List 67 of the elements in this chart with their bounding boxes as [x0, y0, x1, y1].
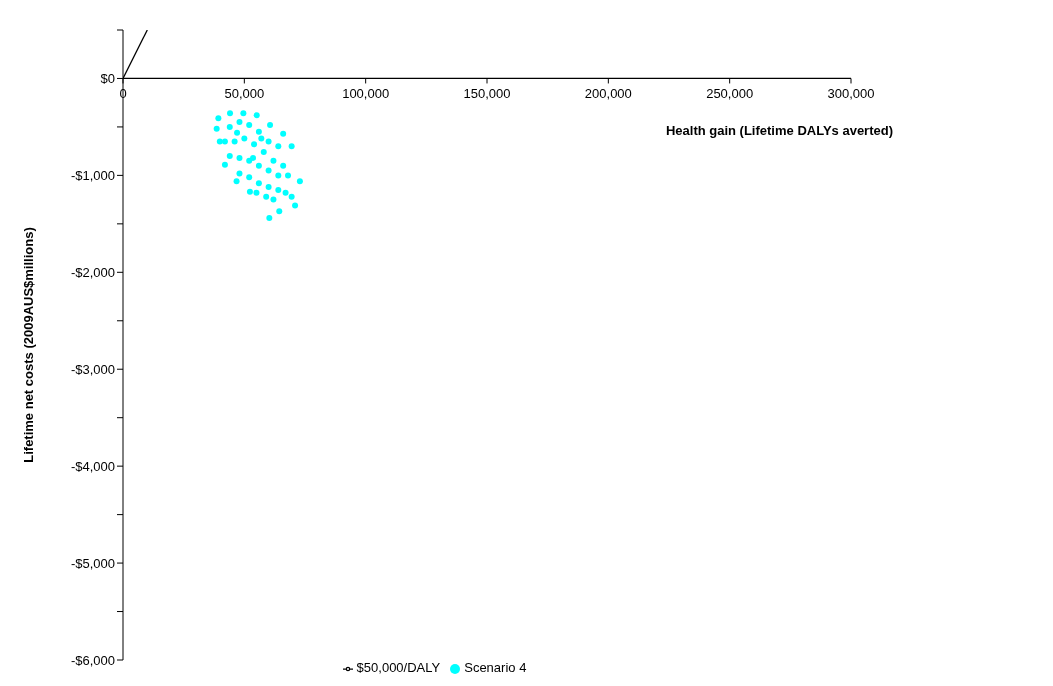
point	[246, 121, 253, 128]
point	[292, 202, 299, 209]
point	[255, 128, 262, 135]
point	[280, 162, 287, 169]
point	[215, 115, 222, 122]
legend-label: Scenario 4	[464, 660, 527, 675]
point	[221, 161, 228, 168]
x-tick-label: 250,000	[706, 86, 754, 102]
point	[246, 188, 253, 195]
point	[246, 174, 253, 181]
point	[231, 138, 238, 145]
y-tick-label: -$4,000	[70, 458, 115, 474]
point	[227, 110, 234, 117]
point	[240, 110, 247, 117]
point	[236, 119, 243, 126]
y-tick-label: -$6,000	[70, 652, 115, 668]
point	[275, 143, 282, 150]
point	[255, 180, 262, 187]
y-axis-title: Lifetime net costs (2009AUS$millions)	[20, 227, 36, 463]
x-tick-label: 0	[119, 86, 127, 102]
point	[253, 112, 260, 119]
point	[275, 186, 282, 193]
point	[226, 123, 233, 130]
point	[265, 138, 272, 145]
point	[288, 193, 295, 200]
point	[260, 149, 267, 156]
point	[258, 135, 265, 142]
y-tick-label: $0	[100, 71, 115, 87]
point	[216, 138, 223, 145]
point	[276, 208, 283, 215]
x-tick-label: 300,000	[827, 86, 875, 102]
point	[265, 184, 272, 191]
point	[250, 154, 257, 161]
y-tick-label: -$5,000	[70, 555, 115, 571]
point	[282, 189, 289, 196]
point	[241, 135, 248, 142]
point	[253, 189, 260, 196]
point	[280, 130, 287, 137]
y-tick-label: -$1,000	[70, 168, 115, 183]
x-tick-label: 100,000	[342, 86, 390, 102]
x-axis-title: Health gain (Lifetime DALYs averted)	[665, 123, 893, 139]
y-tick-label: -$3,000	[70, 361, 115, 377]
x-tick-label: 200,000	[584, 86, 632, 102]
point	[263, 193, 270, 200]
point	[233, 178, 240, 185]
x-tick-label: 50,000	[224, 86, 265, 102]
point	[296, 178, 303, 185]
legend-label: $50,000/DALY	[356, 660, 441, 675]
point	[213, 125, 220, 132]
point	[236, 170, 243, 177]
point	[251, 141, 258, 148]
point	[236, 154, 243, 161]
point	[234, 129, 241, 136]
point	[285, 172, 292, 179]
y-tick-label: -$2,000	[70, 264, 115, 280]
point	[267, 121, 274, 128]
point	[288, 143, 295, 150]
point	[270, 196, 277, 203]
point	[266, 215, 273, 222]
point	[226, 153, 233, 159]
point	[270, 157, 277, 164]
point	[265, 167, 272, 174]
point	[246, 157, 253, 164]
point	[275, 172, 282, 179]
point	[255, 162, 262, 169]
x-tick-label: 150,000	[463, 86, 511, 102]
point	[221, 138, 228, 145]
